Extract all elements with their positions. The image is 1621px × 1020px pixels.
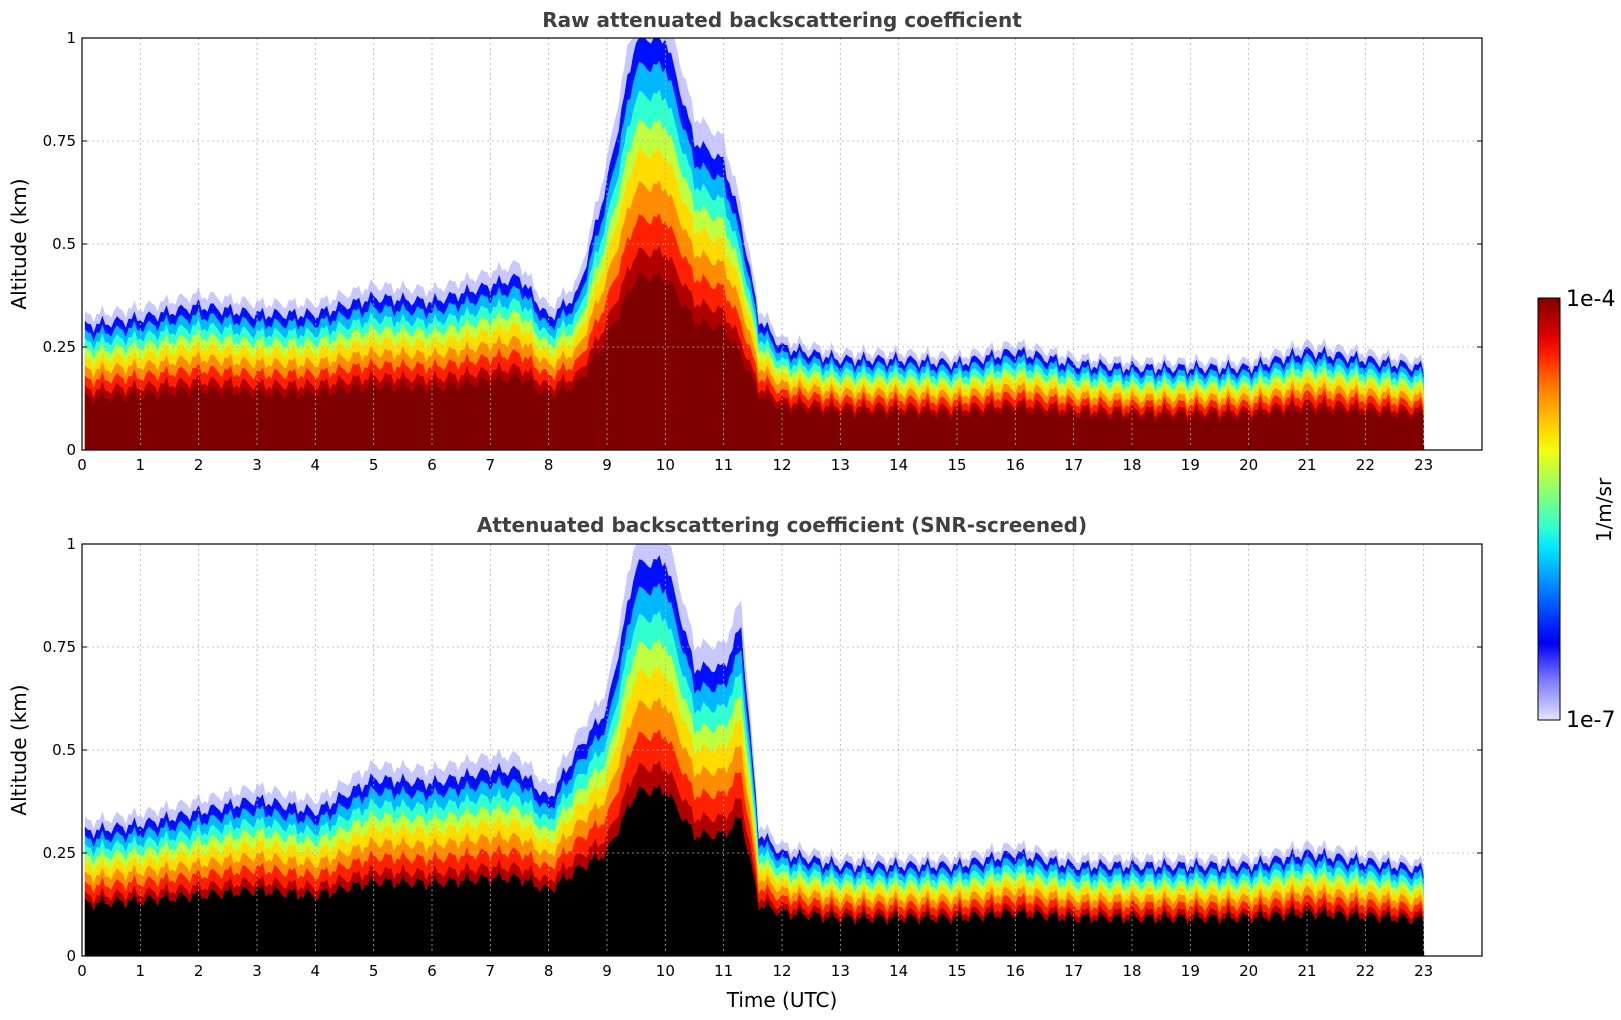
x-tick-label: 11 (714, 962, 733, 980)
colorbar-min-label: 1e-7 (1566, 708, 1615, 733)
y-tick-label: 0.75 (43, 132, 76, 150)
x-tick-label: 13 (831, 456, 850, 474)
x-axis-label: Time (UTC) (726, 988, 838, 1012)
grid-lines (82, 38, 1482, 450)
y-axis-label: Altitude (km) (7, 178, 31, 309)
x-tick-label: 14 (889, 456, 908, 474)
x-tick-label: 0 (77, 456, 87, 474)
colorbar-scale (1537, 297, 1561, 721)
x-tick-label: 6 (427, 456, 437, 474)
x-tick-label: 5 (369, 962, 379, 980)
panel-title: Raw attenuated backscattering coefficien… (542, 8, 1022, 32)
y-tick-label: 0.5 (52, 741, 76, 759)
x-tick-label: 16 (1006, 962, 1025, 980)
x-tick-label: 4 (311, 456, 321, 474)
colorbar-max-label: 1e-4 (1566, 287, 1615, 312)
y-axis-label: Altitude (km) (7, 684, 31, 815)
x-tick-label: 10 (656, 962, 675, 980)
x-tick-label: 9 (602, 962, 612, 980)
x-tick-label: 11 (714, 456, 733, 474)
x-tick-label: 19 (1181, 962, 1200, 980)
x-tick-label: 1 (136, 456, 146, 474)
x-tick-label: 5 (369, 456, 379, 474)
x-tick-label: 8 (544, 962, 554, 980)
x-tick-label: 23 (1414, 962, 1433, 980)
backscatter-band-9 (84, 784, 1424, 956)
snr-screened-backscatter-panel: Attenuated backscattering coefficient (S… (7, 513, 1483, 1012)
x-tick-label: 2 (194, 456, 204, 474)
x-tick-label: 20 (1239, 456, 1258, 474)
y-tick-labels: 0 0.25 0.5 0.75 1 (43, 29, 1482, 459)
y-tick-label: 0 (66, 441, 76, 459)
heatmap-field (84, 38, 1424, 451)
y-tick-label: 0.25 (43, 338, 76, 356)
x-tick-label: 12 (772, 456, 791, 474)
x-tick-label: 2 (194, 962, 204, 980)
colorbar: 1e-4 1e-7 1/m/sr (1537, 287, 1616, 733)
x-tick-label: 13 (831, 962, 850, 980)
x-tick-label: 0 (77, 962, 87, 980)
y-tick-label: 1 (66, 29, 76, 47)
backscatter-band-9 (84, 270, 1424, 450)
x-tick-label: 18 (1122, 456, 1141, 474)
y-tick-label: 0.25 (43, 844, 76, 862)
x-tick-label: 21 (1297, 962, 1316, 980)
x-tick-label: 15 (947, 456, 966, 474)
y-tick-label: 0 (66, 947, 76, 965)
x-tick-label: 3 (252, 962, 262, 980)
x-tick-label: 22 (1356, 456, 1375, 474)
y-tick-label: 1 (66, 535, 76, 553)
x-tick-labels: 0 1 2 3 4 5 6 7 8 9 10 11 12 13 14 15 16 17 18 19 20 21 22 23 (77, 445, 1433, 474)
x-tick-label: 7 (486, 456, 496, 474)
x-tick-label: 12 (772, 962, 791, 980)
panel-title: Attenuated backscattering coefficient (S… (477, 513, 1087, 537)
x-tick-label: 17 (1064, 456, 1083, 474)
x-tick-label: 14 (889, 962, 908, 980)
x-tick-label: 4 (311, 962, 321, 980)
x-tick-label: 1 (136, 962, 146, 980)
grid-lines (82, 544, 1482, 956)
x-tick-label: 15 (947, 962, 966, 980)
y-tick-label: 0.75 (43, 638, 76, 656)
y-tick-labels: 0 0.25 0.5 0.75 1 (43, 535, 1482, 965)
x-tick-label: 9 (602, 456, 612, 474)
x-tick-label: 18 (1122, 962, 1141, 980)
x-tick-label: 7 (486, 962, 496, 980)
x-tick-label: 19 (1181, 456, 1200, 474)
x-tick-label: 20 (1239, 962, 1258, 980)
x-tick-labels: 0 1 2 3 4 5 6 7 8 9 10 11 12 13 14 15 16 17 18 19 20 21 22 23 (77, 951, 1433, 980)
x-tick-label: 6 (427, 962, 437, 980)
x-tick-label: 17 (1064, 962, 1083, 980)
x-tick-label: 3 (252, 456, 262, 474)
y-tick-label: 0.5 (52, 235, 76, 253)
x-tick-label: 8 (544, 456, 554, 474)
x-tick-label: 16 (1006, 456, 1025, 474)
raw-backscatter-panel: Raw attenuated backscattering coefficien… (7, 8, 1483, 474)
x-tick-label: 22 (1356, 962, 1375, 980)
x-tick-label: 21 (1297, 456, 1316, 474)
x-tick-label: 10 (656, 456, 675, 474)
colorbar-unit-label: 1/m/sr (1592, 477, 1616, 542)
x-tick-label: 23 (1414, 456, 1433, 474)
heatmap-field (84, 544, 1424, 956)
